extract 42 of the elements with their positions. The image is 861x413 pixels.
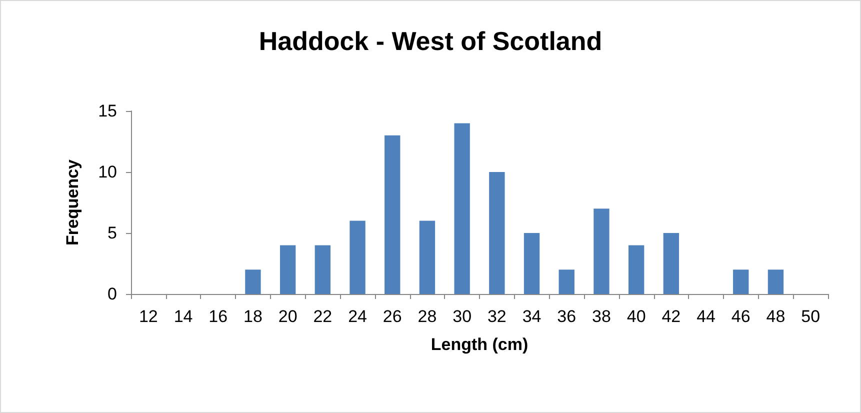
x-tick-label: 36 (557, 307, 576, 326)
y-axis-title: Frequency (63, 158, 82, 246)
bar (524, 233, 540, 294)
bar (419, 220, 436, 294)
x-tick-label: 24 (348, 307, 367, 326)
x-tick-label: 50 (801, 307, 820, 326)
x-tick-label: 22 (313, 307, 332, 326)
x-tick-label: 20 (278, 307, 298, 326)
bar (489, 172, 505, 294)
x-tick-label: 28 (418, 307, 437, 326)
y-tick-label: 15 (98, 102, 117, 120)
bar (314, 245, 331, 294)
x-tick-label: 30 (452, 307, 472, 326)
x-tick-label: 40 (626, 307, 646, 326)
bar (768, 270, 784, 294)
bar (384, 135, 400, 294)
chart-title: Haddock - West of Scotland (258, 26, 602, 56)
bar (454, 123, 470, 294)
x-tick-label: 48 (766, 307, 786, 326)
x-tick-label: 32 (487, 307, 506, 326)
bar (628, 245, 644, 294)
x-tick-label: 12 (138, 307, 158, 326)
x-tick-label: 42 (662, 307, 681, 326)
x-tick-label: 14 (174, 307, 193, 326)
y-tick-label: 0 (108, 284, 117, 304)
x-tick-label: 26 (382, 307, 402, 326)
bar (350, 220, 366, 294)
x-tick-label: 16 (208, 307, 228, 326)
x-tick-label: 44 (696, 307, 716, 326)
bar (594, 208, 610, 294)
x-tick-label: 34 (522, 307, 542, 326)
y-tick-label: 5 (108, 224, 117, 242)
x-tick-label: 38 (592, 307, 611, 326)
y-tick-label: 10 (98, 162, 117, 182)
bar (663, 233, 680, 294)
bar (733, 270, 749, 294)
x-tick-label: 46 (731, 307, 750, 326)
bar (245, 270, 261, 294)
bar (280, 245, 296, 294)
x-tick-label: 18 (244, 307, 262, 326)
x-axis-title: Length (cm) (430, 335, 528, 354)
bar (558, 270, 574, 294)
